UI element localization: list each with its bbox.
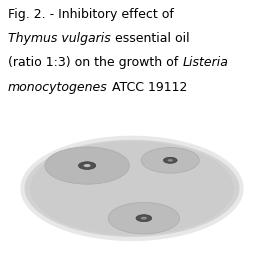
Ellipse shape xyxy=(141,217,147,220)
Text: Thymus vulgaris: Thymus vulgaris xyxy=(8,32,111,45)
Text: ATCC 19112: ATCC 19112 xyxy=(108,81,187,94)
Ellipse shape xyxy=(163,157,177,163)
Ellipse shape xyxy=(168,159,173,161)
Ellipse shape xyxy=(136,215,152,222)
Ellipse shape xyxy=(108,203,180,234)
Text: Listeria: Listeria xyxy=(182,56,228,70)
Ellipse shape xyxy=(30,141,234,235)
Ellipse shape xyxy=(141,148,199,173)
Text: monocytogenes: monocytogenes xyxy=(8,81,108,94)
Text: (ratio 1:3) on the growth of: (ratio 1:3) on the growth of xyxy=(8,56,182,70)
Ellipse shape xyxy=(22,138,242,239)
Text: essential oil: essential oil xyxy=(111,32,189,45)
Ellipse shape xyxy=(84,164,91,167)
Ellipse shape xyxy=(78,162,96,169)
Ellipse shape xyxy=(45,147,129,184)
Text: Fig. 2. - Inhibitory effect of: Fig. 2. - Inhibitory effect of xyxy=(8,8,174,21)
